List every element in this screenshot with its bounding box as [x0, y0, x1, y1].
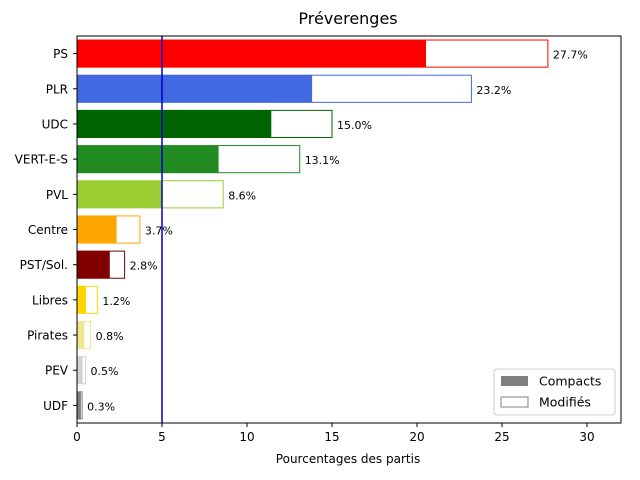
data-label-pst-sol: 2.8% — [130, 260, 158, 273]
data-label-ps: 27.7% — [553, 49, 588, 62]
plot-frame — [76, 35, 622, 424]
data-label-pev: 0.5% — [91, 365, 119, 378]
chart-title: Préverenges — [298, 9, 397, 28]
bar-compacts-centre — [77, 215, 117, 244]
y-tick-label-udf: UDF — [43, 399, 68, 413]
bars-group — [77, 39, 549, 420]
bar-modifies-udf — [79, 391, 83, 420]
legend-swatch-compacts — [501, 376, 528, 386]
y-tick-label-ps: PS — [53, 47, 68, 61]
bar-modifies-ps — [425, 39, 549, 68]
bar-modifies-libres — [85, 285, 98, 314]
legend-swatch-modifies — [500, 396, 529, 408]
bar-compacts-ps — [77, 39, 426, 68]
bar-compacts-pev — [77, 356, 83, 385]
data-label-libres: 1.2% — [102, 295, 130, 308]
bar-compacts-pst-sol — [77, 250, 110, 279]
legend-label-compacts: Compacts — [539, 374, 601, 389]
y-tick-label-centre: Centre — [28, 223, 68, 237]
x-tick-label-15: 15 — [324, 430, 339, 444]
y-tick-label-pirates: Pirates — [27, 329, 68, 343]
x-tick-label-10: 10 — [239, 430, 254, 444]
x-tick-label-0: 0 — [73, 430, 81, 444]
bar-modifies-pirates — [83, 320, 92, 350]
data-label-pirates: 0.8% — [96, 330, 124, 343]
data-label-plr: 23.2% — [476, 84, 511, 97]
bar-compacts-pirates — [77, 320, 84, 350]
bar-compacts-libres — [77, 285, 86, 314]
data-label-udc: 15.0% — [337, 119, 372, 132]
x-tick-label-20: 20 — [409, 430, 424, 444]
legend: Compacts Modifiés — [493, 368, 616, 416]
bar-modifies-pst-sol — [108, 250, 126, 279]
y-tick-label-vert-e-s: VERT-E-S — [15, 153, 68, 167]
bar-compacts-udc — [77, 109, 271, 139]
y-tick-label-udc: UDC — [42, 117, 68, 131]
data-label-pvl: 8.6% — [228, 189, 256, 202]
bar-modifies-centre — [115, 215, 141, 244]
x-tick-label-30: 30 — [579, 430, 594, 444]
x-axis-label: Pourcentages des partis — [276, 452, 420, 466]
data-label-vert-e-s: 13.1% — [305, 154, 340, 167]
bar-modifies-plr — [311, 74, 472, 103]
data-label-centre: 3.7% — [145, 225, 173, 238]
x-axis-ticks: 0 5 10 15 20 25 30 — [73, 423, 595, 444]
x-tick-label-5: 5 — [158, 430, 166, 444]
y-tick-label-plr: PLR — [46, 82, 68, 96]
bar-compacts-vert-e-s — [77, 145, 219, 174]
bar-compacts-udf — [77, 391, 81, 420]
data-labels-group: 27.7% 23.2% 15.0% 13.1% 8.6% 3.7% 2.8% 1.2% 0.8%… — [87, 49, 588, 414]
y-tick-label-pst-sol: PST/Sol. — [20, 258, 68, 272]
data-label-udf: 0.3% — [87, 400, 115, 413]
bar-modifies-pev — [81, 356, 86, 385]
bar-modifies-pvl — [161, 180, 224, 209]
bar-compacts-plr — [77, 74, 312, 103]
legend-label-modifies: Modifiés — [539, 395, 591, 410]
bar-compacts-pvl — [77, 180, 162, 209]
x-tick-label-25: 25 — [494, 430, 509, 444]
y-axis-ticks: PS PLR UDC VERT-E-S PVL Centre PST/Sol. Libres P… — [15, 47, 77, 413]
y-tick-label-libres: Libres — [32, 293, 68, 307]
y-tick-label-pev: PEV — [45, 364, 69, 378]
y-tick-label-pvl: PVL — [46, 188, 68, 202]
bar-modifies-udc — [270, 109, 333, 139]
bar-modifies-vert-e-s — [217, 145, 301, 174]
